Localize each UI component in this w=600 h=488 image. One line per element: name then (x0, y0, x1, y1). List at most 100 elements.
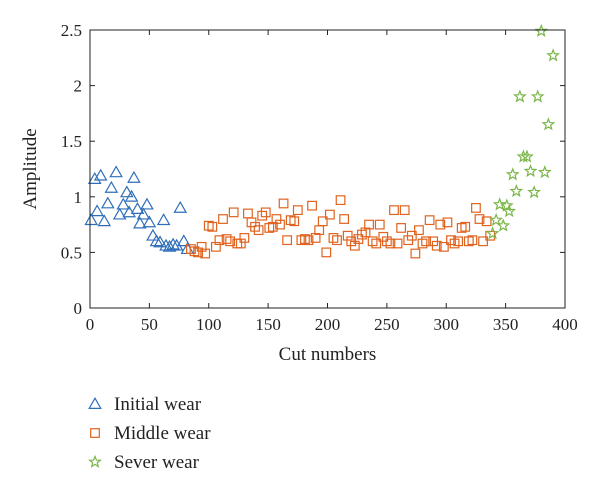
data-point-square (243, 208, 253, 219)
data-point-square (371, 238, 382, 249)
data-point-square (200, 248, 211, 259)
data-point-triangle (119, 185, 134, 198)
data-point-square (303, 235, 314, 246)
data-point-square (228, 207, 239, 218)
data-point-star (502, 203, 517, 218)
legend-label: Middle wear (114, 423, 211, 444)
data-point-square (456, 223, 467, 233)
data-point-triangle (136, 207, 151, 220)
data-point-square (460, 221, 471, 232)
data-point-square (275, 219, 285, 230)
data-point-triangle (87, 171, 102, 184)
x-tick-label: 50 (141, 315, 158, 334)
data-point-square (349, 240, 360, 251)
data-point-square (271, 214, 282, 224)
data-point-star (509, 183, 524, 198)
data-point-square (342, 230, 353, 241)
x-tick-label: 150 (255, 315, 281, 334)
data-point-square (250, 221, 260, 232)
data-point-square (260, 207, 271, 218)
y-tick-label: 1 (74, 188, 83, 207)
legend: Initial wear Middle wear Sever wear (88, 394, 211, 473)
data-point-square (471, 203, 481, 213)
data-point-square (332, 235, 342, 246)
data-point-star (492, 197, 507, 211)
data-point-square (214, 235, 225, 246)
data-point-square (435, 219, 446, 230)
data-point-triangle (97, 214, 112, 227)
data-point-square (196, 241, 207, 252)
series-triangle (84, 165, 195, 255)
legend-marker-square (90, 428, 100, 438)
data-point-triangle (169, 238, 184, 251)
data-point-square (385, 238, 396, 249)
data-point-triangle (90, 204, 104, 217)
data-point-square (381, 236, 392, 247)
data-point-square (364, 219, 374, 230)
data-point-star (499, 198, 514, 212)
series-square (186, 195, 496, 259)
data-point-square (317, 216, 328, 227)
data-point-square (357, 229, 367, 240)
data-point-triangle (112, 207, 127, 220)
data-point-square (389, 205, 399, 216)
data-point-square (221, 234, 232, 244)
y-tick-label: 1.5 (61, 132, 82, 151)
data-point-square (410, 248, 421, 259)
data-point-triangle (146, 228, 160, 241)
data-point-square (438, 241, 449, 252)
data-point-triangle (142, 215, 157, 228)
data-point-square (406, 230, 417, 241)
data-point-star (496, 218, 511, 232)
legend-entry: Middle wear (90, 423, 211, 444)
series-star (485, 23, 561, 240)
data-point-square (478, 236, 488, 247)
data-point-star (537, 165, 552, 179)
data-point-square (392, 238, 403, 249)
data-point-star (527, 185, 542, 199)
data-point-square (424, 215, 435, 226)
data-point-square (289, 216, 300, 227)
data-point-square (257, 210, 268, 221)
data-point-triangle (100, 196, 115, 209)
data-point-star (534, 23, 549, 37)
data-point-triangle (109, 165, 123, 178)
y-tick-label: 0 (74, 299, 83, 318)
data-point-star (546, 48, 561, 62)
data-point-star (530, 89, 545, 103)
data-points (84, 23, 561, 259)
data-point-triangle (84, 213, 99, 226)
y-tick-label: 2 (74, 77, 83, 96)
data-point-square (399, 205, 410, 216)
data-point-square (449, 238, 460, 249)
data-point-triangle (104, 180, 119, 193)
legend-label: Sever wear (114, 452, 200, 473)
data-point-square (453, 236, 464, 247)
x-tick-label: 300 (434, 315, 460, 334)
data-point-square (374, 219, 385, 230)
data-point-square (339, 214, 350, 224)
data-point-square (360, 227, 371, 238)
data-point-square (210, 241, 221, 252)
x-tick-label: 100 (196, 315, 222, 334)
x-tick-label: 200 (315, 315, 341, 334)
data-point-square (396, 223, 407, 233)
data-point-square (282, 235, 293, 246)
data-point-square (225, 236, 236, 247)
x-tick-label: 400 (552, 315, 578, 334)
legend-marker-triangle (88, 396, 102, 409)
data-point-star (512, 89, 527, 103)
data-point-square (292, 205, 303, 216)
data-point-square (193, 247, 203, 258)
data-point-square (474, 214, 485, 224)
plot-frame (89, 29, 566, 309)
data-point-square (335, 195, 346, 206)
data-point-square (324, 209, 335, 220)
data-point-square (307, 200, 317, 211)
data-point-square (431, 240, 442, 251)
data-point-star (505, 167, 520, 181)
data-point-triangle (93, 168, 108, 181)
data-point-square (481, 216, 492, 227)
data-point-triangle (130, 202, 145, 214)
legend-entry: Sever wear (88, 452, 200, 473)
